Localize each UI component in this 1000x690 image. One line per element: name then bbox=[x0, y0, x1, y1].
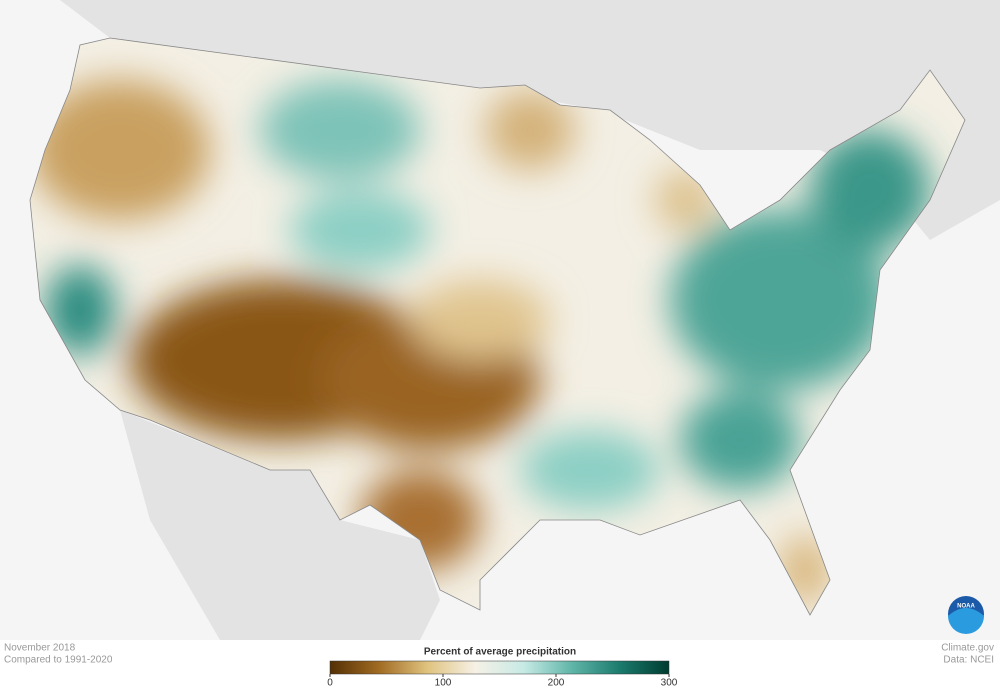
legend-tick-label: 100 bbox=[435, 678, 452, 689]
logo-text: NOAA bbox=[957, 604, 975, 610]
canada bbox=[60, 0, 1000, 240]
legend-tick-label: 300 bbox=[661, 678, 678, 689]
noaa-logo: NOAA bbox=[948, 596, 984, 634]
caption-title: November 2018 bbox=[4, 643, 76, 654]
credit-site: Climate.gov bbox=[941, 643, 994, 654]
credit-source: Data: NCEI bbox=[943, 655, 994, 666]
legend-title: Percent of average precipitation bbox=[424, 647, 576, 658]
legend-tick-label: 0 bbox=[327, 678, 333, 689]
legend-bar bbox=[329, 660, 670, 675]
caption-subtitle: Compared to 1991-2020 bbox=[4, 655, 113, 666]
mexico bbox=[120, 410, 440, 640]
precipitation-field bbox=[30, 38, 965, 615]
legend-tick-label: 200 bbox=[548, 678, 565, 689]
